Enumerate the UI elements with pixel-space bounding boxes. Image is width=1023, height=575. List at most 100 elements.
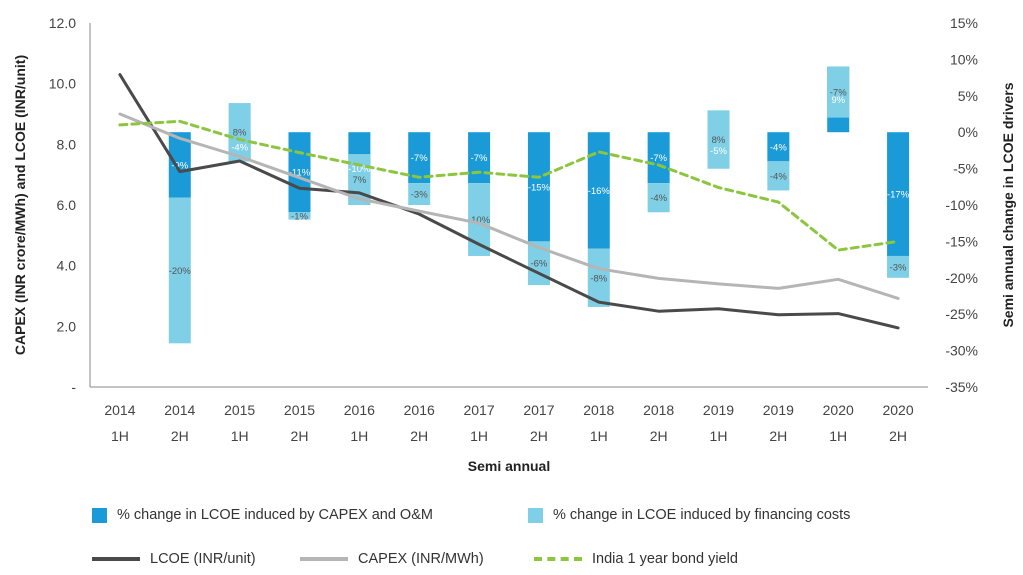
x-tick-year: 2014 (164, 402, 195, 418)
bar-label-financing: -8% (590, 273, 607, 284)
right-tick-label: -15% (945, 233, 978, 249)
left-tick-label: 8.0 (57, 136, 77, 152)
x-tick-year: 2014 (104, 402, 135, 418)
x-tick-half: 1H (470, 428, 488, 444)
x-tick-half: 2H (410, 428, 428, 444)
right-tick-label: 5% (958, 88, 978, 104)
bar-label-capex-om: -11% (289, 168, 311, 179)
right-tick-label: -30% (945, 343, 978, 359)
bar-capex-om (647, 132, 670, 184)
x-tick-half: 2H (291, 428, 309, 444)
bar-label-capex-om: -16% (588, 186, 611, 197)
bar-financing (288, 212, 311, 220)
series-line-capex-inr-mwh (118, 112, 900, 300)
bar-financing (827, 66, 850, 118)
bar-label-financing: 7% (352, 175, 366, 186)
x-tick-half: 2H (650, 428, 668, 444)
x-tick-half: 2H (889, 428, 907, 444)
x-tick-year: 2015 (284, 402, 315, 418)
x-tick-half: 1H (590, 428, 608, 444)
bar-label-capex-om: -7% (471, 153, 488, 164)
right-tick-label: -35% (945, 379, 978, 395)
bar-capex-om (527, 132, 550, 242)
bar-label-financing: -3% (411, 190, 428, 201)
left-tick-label: 10.0 (49, 76, 76, 92)
x-tick-year: 2015 (224, 402, 255, 418)
bar-financing (707, 110, 730, 169)
x-tick-half: 1H (829, 428, 847, 444)
x-tick-half: 1H (231, 428, 249, 444)
x-tick-year: 2019 (763, 402, 794, 418)
bar-label-capex-om: -5% (710, 146, 727, 157)
x-tick-half: 1H (111, 428, 129, 444)
x-tick-half: 2H (171, 428, 189, 444)
left-tick-label: 4.0 (57, 258, 77, 274)
x-tick-year: 2017 (523, 402, 554, 418)
bar-label-financing: -4% (650, 193, 667, 204)
bar-capex-om (408, 132, 431, 184)
bar-financing (527, 241, 550, 286)
x-tick-year: 2016 (404, 402, 435, 418)
left-tick-label: 12.0 (49, 15, 76, 31)
x-tick-year: 2020 (823, 402, 854, 418)
bar-capex-om (887, 132, 910, 256)
x-axis-title: Semi annual (468, 458, 550, 474)
left-tick-label: 2.0 (57, 318, 77, 334)
bar-label-financing: -6% (530, 259, 547, 270)
bar-label-financing: -10% (468, 215, 491, 226)
bar-label-capex-om: -17% (887, 190, 910, 201)
x-tick-year: 2019 (703, 402, 734, 418)
right-tick-label: -10% (945, 197, 978, 213)
bar-capex-om (288, 132, 311, 213)
x-tick-half: 2H (530, 428, 548, 444)
bar-financing (228, 103, 251, 162)
right-tick-label: 10% (950, 51, 978, 67)
x-tick-year: 2018 (583, 402, 614, 418)
bar-label-capex-om: -7% (411, 153, 428, 164)
bar-financing (647, 183, 670, 213)
bar-label-financing: 8% (233, 128, 247, 139)
bar-financing (408, 183, 431, 205)
right-tick-label: -20% (945, 270, 978, 286)
bar-label-capex-om: -15% (528, 182, 551, 193)
x-tick-half: 2H (769, 428, 787, 444)
bar-capex-om (468, 132, 491, 184)
bar-financing (468, 183, 491, 256)
right-tick-label: 15% (950, 15, 978, 31)
bar-label-financing: -4% (770, 171, 787, 182)
x-tick-half: 1H (710, 428, 728, 444)
x-tick-year: 2018 (643, 402, 674, 418)
bar-label-financing: -3% (890, 262, 907, 273)
left-tick-label: 6.0 (57, 197, 77, 213)
bar-capex-om (767, 132, 790, 162)
bar-label-financing: -1% (291, 211, 308, 222)
series-line-india-1-year-bond-yield (118, 119, 900, 252)
bar-capex-om (587, 132, 610, 249)
x-tick-year: 2017 (463, 402, 494, 418)
x-tick-half: 1H (350, 428, 368, 444)
bar-financing (887, 255, 910, 278)
bar-financing (168, 197, 191, 344)
bar-label-financing: 8% (712, 135, 726, 146)
bar-financing (587, 248, 610, 307)
series-line-lcoe-inr-unit (118, 73, 900, 330)
left-tick-label: - (71, 379, 76, 395)
right-tick-label: -5% (953, 161, 978, 177)
right-tick-label: 0% (958, 124, 978, 140)
bar-capex-om (168, 132, 191, 198)
bar-label-financing: -7% (830, 88, 847, 99)
x-tick-year: 2020 (882, 402, 913, 418)
left-axis-title: CAPEX (INR crore/MWh) and LCOE (INR/unit… (12, 55, 28, 355)
bar-label-capex-om: -4% (231, 142, 248, 153)
right-axis-title: Semi annual change in LCOE drivers (1000, 82, 1016, 327)
bar-label-capex-om: 9% (831, 95, 845, 106)
bar-label-capex-om: -10% (348, 164, 371, 175)
bar-label-capex-om: -4% (770, 142, 787, 153)
bar-label-capex-om: -9% (171, 160, 188, 171)
x-tick-year: 2016 (344, 402, 375, 418)
bar-label-financing: -20% (169, 266, 192, 277)
bar-label-capex-om: -7% (650, 153, 667, 164)
bar-financing (767, 161, 790, 191)
right-tick-label: -25% (945, 306, 978, 322)
